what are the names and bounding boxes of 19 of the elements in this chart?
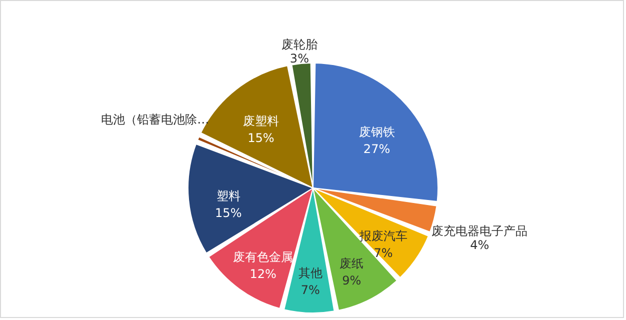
slice-label: 其他	[298, 266, 322, 280]
data-label: 15%	[248, 130, 274, 145]
slice-label: 废钢铁	[358, 124, 395, 139]
data-label: 9%	[342, 274, 362, 288]
data-label: 3%	[290, 52, 309, 66]
data-label: 7%	[374, 246, 393, 260]
data-label: 15%	[215, 206, 242, 220]
slice-label: 废充电器电子产品	[432, 224, 528, 238]
data-label: 27%	[363, 142, 390, 156]
slice-label: 废塑料	[242, 114, 279, 128]
slice-label: 报废汽车	[358, 228, 408, 243]
slice-label: 废有色金属	[233, 250, 294, 264]
slice-label: 电池（铅蓄电池除…	[101, 112, 210, 127]
slice-label: 废轮胎	[281, 38, 318, 52]
slice-label: 废纸	[340, 256, 364, 271]
data-label: 12%	[250, 266, 276, 281]
data-label: 4%	[470, 238, 490, 252]
slice-label: 塑料	[216, 189, 240, 203]
data-label: 7%	[300, 282, 320, 297]
